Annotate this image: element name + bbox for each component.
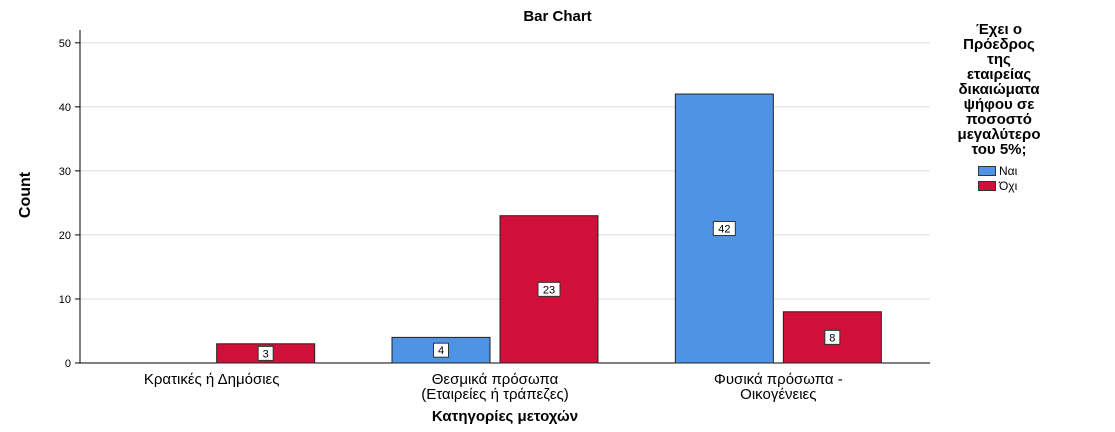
y-tick-label: 40 [59,102,71,114]
data-label-box [433,342,449,358]
data-label-box [257,345,274,361]
chart-title: Bar Chart [523,8,592,25]
x-tick-label: Κρατικές ή Δημόσιες [144,371,280,388]
y-tick-label: 30 [59,166,71,178]
legend-label: Όχι [999,178,1018,193]
legend-item: Ναι [978,163,1070,178]
legend-label: Ναι [999,163,1018,178]
data-label-box [537,281,561,297]
data-label: 3 [263,348,269,360]
x-tick-label: Θεσμικά πρόσωπα (Εταιρείες ή τράπεζες) [421,371,569,403]
y-tick-label: 50 [59,38,71,50]
legend: Έχει ο Πρόεδρος της εταιρείας δικαιώματα… [928,22,1070,193]
y-axis-title: Count [17,171,34,219]
x-tick-label: Φυσικά πρόσωπα -Οικογένειες [714,371,843,403]
data-label: 42 [718,224,730,236]
y-tick-label: 0 [65,358,71,370]
data-label: 8 [829,332,835,344]
data-label-box [824,329,841,345]
data-label: 4 [438,345,444,357]
legend-title: Έχει ο Πρόεδρος της εταιρείας δικαιώματα… [957,21,1041,158]
legend-item: Όχι [978,178,1070,193]
data-label: 23 [543,284,555,296]
x-axis-title: Κατηγορίες μετοχών [431,408,579,425]
y-tick-label: 10 [59,294,71,306]
y-tick-label: 20 [59,230,71,242]
legend-swatch [978,180,996,191]
data-label-box [712,221,736,237]
legend-items: Ναι Όχι [978,163,1070,193]
legend-swatch [978,165,996,176]
